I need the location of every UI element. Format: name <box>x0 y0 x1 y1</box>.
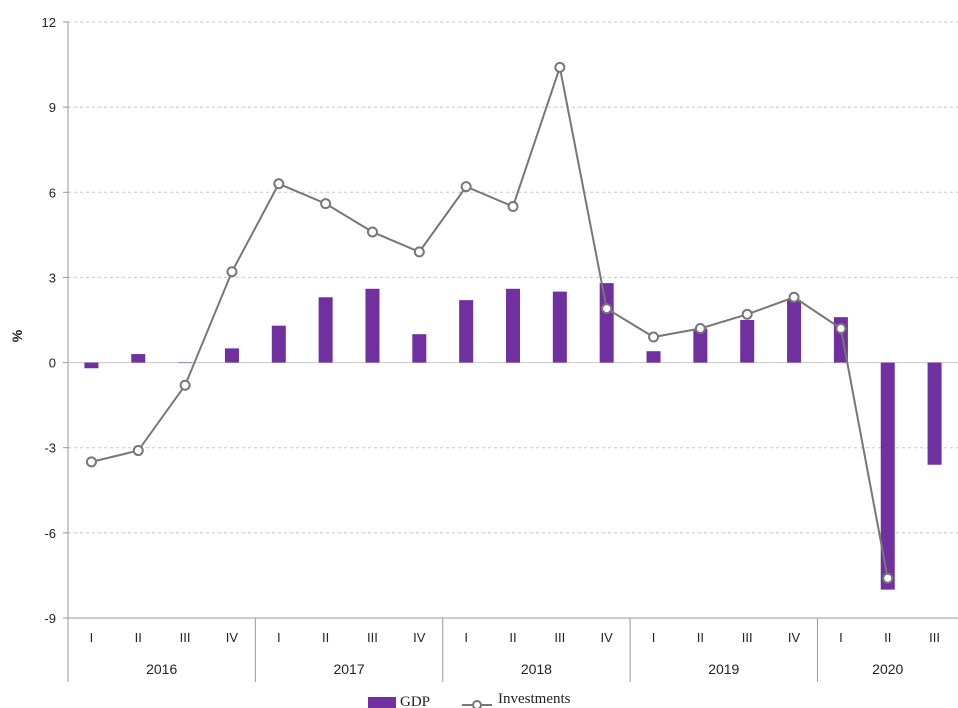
gdp-bar <box>459 300 474 363</box>
x-tick-label: I <box>652 630 656 645</box>
investments-point <box>273 178 285 190</box>
x-tick-label: II <box>697 630 704 645</box>
investments-point <box>320 198 332 210</box>
x-tick-label: III <box>367 630 378 645</box>
x-tick-label: II <box>509 630 516 645</box>
x-tick-label: I <box>464 630 468 645</box>
x-tick-label: II <box>135 630 142 645</box>
x-tick-label: II <box>322 630 329 645</box>
legend-investments-label: Investments <box>498 691 571 707</box>
gdp-bar <box>880 362 895 590</box>
gdp-bar <box>178 362 193 364</box>
y-tick-label: -6 <box>44 526 56 541</box>
gdp-bar <box>271 325 286 363</box>
y-tick-label: 3 <box>49 270 56 285</box>
x-axis: I II III IV I II III IV I II III IV I II III IV I II III20… <box>67 617 958 682</box>
legend-gdp-label: GDP <box>400 694 430 708</box>
y-tick-label: -9 <box>44 611 56 626</box>
gdp-bar <box>506 288 520 363</box>
axis-layer: 12 9 6 3 0 -3 -6 -9 <box>42 15 958 682</box>
year-label: 2016 <box>146 661 177 677</box>
investments-point <box>366 226 378 238</box>
investments-point <box>694 323 706 335</box>
x-tick-label: IV <box>226 630 239 645</box>
bar-layer <box>84 283 942 590</box>
x-tick-label: I <box>90 630 94 645</box>
x-tick-label: III <box>554 630 565 645</box>
x-tick-label: IV <box>788 630 801 645</box>
investments-point <box>741 308 753 320</box>
investments-point <box>132 445 144 457</box>
investments-point <box>85 456 97 468</box>
x-tick-label: I <box>277 630 281 645</box>
gdp-bar <box>412 334 427 363</box>
y-tick-label: 6 <box>49 185 56 200</box>
x-tick-label: IV <box>601 630 614 645</box>
gdp-bar <box>740 320 755 363</box>
gdp-bar <box>318 297 333 363</box>
y-tick-label: -3 <box>44 441 56 456</box>
year-label: 2020 <box>872 661 903 677</box>
gdp-bar <box>365 288 380 363</box>
year-label: 2017 <box>333 661 364 677</box>
gdp-bar <box>552 291 567 363</box>
y-tick-label: 0 <box>49 356 56 371</box>
investments-point <box>882 572 894 584</box>
year-label: 2018 <box>521 661 552 677</box>
x-tick-label: III <box>929 630 940 645</box>
investments-point <box>554 61 566 73</box>
gdp-bar <box>84 362 99 369</box>
investments-line <box>91 63 889 579</box>
y-axis-label: % <box>9 329 25 342</box>
gdp-bar <box>599 283 614 363</box>
y-tick-label: 9 <box>49 100 56 115</box>
x-tick-label: II <box>884 630 891 645</box>
gdp-bar <box>787 300 802 363</box>
x-tick-label: I <box>839 630 843 645</box>
investments-point <box>413 246 425 258</box>
investments-point <box>507 200 519 212</box>
legend-gdp-swatch <box>368 697 396 708</box>
x-tick-label: III <box>742 630 753 645</box>
investments-point <box>835 323 847 335</box>
gdp-bar <box>131 354 146 363</box>
year-label: 2019 <box>708 661 739 677</box>
legend: GDP Investments <box>368 691 571 708</box>
investments-point <box>648 331 660 343</box>
investments-point <box>601 303 613 315</box>
investments-point <box>179 379 191 391</box>
y-tick-label: 12 <box>42 15 56 30</box>
gdp-bar <box>927 362 942 465</box>
investments-point <box>788 291 800 303</box>
gdp-bar <box>224 348 239 363</box>
x-tick-label: III <box>180 630 191 645</box>
line-layer <box>85 61 894 584</box>
legend-investments-marker <box>472 700 482 708</box>
gdp-bar <box>646 351 661 363</box>
x-tick-label: IV <box>413 630 426 645</box>
investments-point <box>226 266 238 278</box>
investments-point <box>460 181 472 193</box>
gdp-bar <box>693 328 708 363</box>
